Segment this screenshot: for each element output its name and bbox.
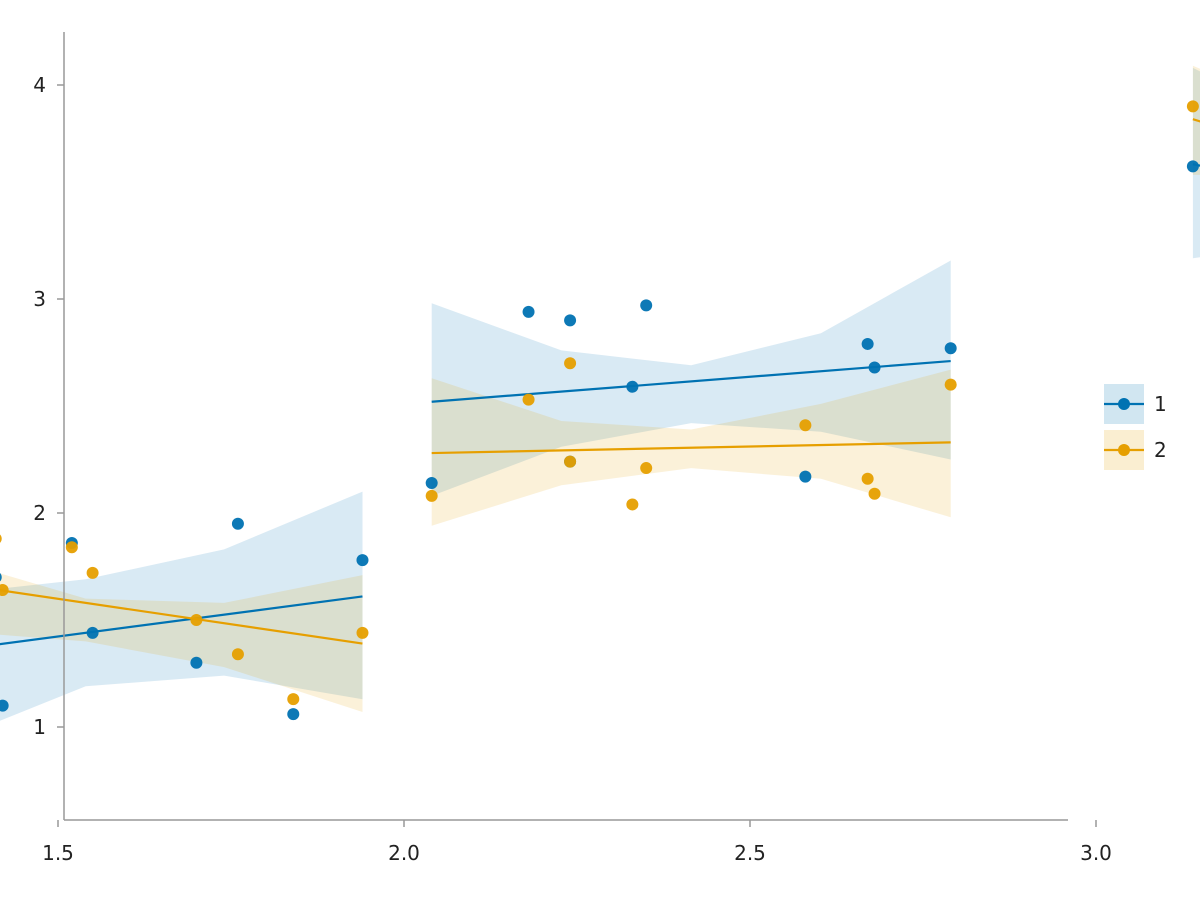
- x-tick-label: 1.5: [42, 841, 74, 865]
- legend-label: 1: [1154, 392, 1167, 416]
- data-point-series-1: [0, 699, 9, 712]
- data-point-series-1: [1186, 160, 1199, 173]
- data-point-series-2: [564, 357, 577, 370]
- data-point-series-2: [564, 455, 577, 468]
- fit-lines-layer: [0, 118, 1200, 646]
- y-tick-label: 2: [33, 501, 46, 525]
- legend-marker: [1118, 444, 1130, 456]
- data-point-series-1: [944, 342, 957, 355]
- data-point-series-1: [425, 477, 438, 490]
- x-tick-label: 2.5: [734, 841, 766, 865]
- fit-line-series-2-group-2: [431, 441, 951, 455]
- y-tick-label: 3: [33, 287, 46, 311]
- legend-item-1: 1: [1104, 384, 1167, 424]
- fit-line-series-1-group-2: [431, 359, 951, 403]
- points-layer: [0, 100, 1199, 721]
- data-point-series-2: [0, 534, 2, 543]
- data-point-series-2: [799, 419, 812, 432]
- data-point-series-2: [861, 472, 874, 485]
- data-point-series-2: [287, 693, 300, 706]
- x-tick-label: 2.0: [388, 841, 420, 865]
- data-point-series-1: [799, 470, 812, 483]
- data-point-series-2: [190, 614, 203, 626]
- data-point-series-2: [868, 487, 881, 500]
- data-point-series-1: [356, 554, 369, 567]
- data-point-series-1: [231, 517, 244, 530]
- data-point-series-2: [626, 498, 639, 511]
- x-tick-label: 3.0: [1080, 841, 1112, 865]
- data-point-series-2: [86, 566, 99, 579]
- legend-marker: [1118, 398, 1130, 410]
- data-point-series-1: [861, 337, 874, 350]
- data-point-series-2: [522, 393, 535, 406]
- data-point-series-2: [65, 541, 78, 554]
- ticks-layer: 1.52.02.53.03.51234: [33, 73, 1112, 865]
- data-point-series-2: [425, 489, 438, 502]
- data-point-series-2: [356, 626, 369, 639]
- confidence-band-series-1-group-1: [0, 491, 363, 721]
- data-point-series-1: [868, 361, 881, 374]
- data-point-series-2: [1186, 100, 1199, 113]
- fit-line-series-2-group-1: [0, 589, 363, 645]
- data-point-series-1: [86, 626, 99, 639]
- legend-item-2: 2: [1104, 430, 1167, 470]
- data-point-series-1: [0, 572, 2, 582]
- data-point-series-1: [564, 314, 577, 327]
- fit-line-series-1-group-1: [0, 595, 363, 646]
- data-point-series-2: [0, 584, 9, 597]
- bands-layer: [0, 65, 1200, 721]
- data-point-series-2: [944, 378, 957, 391]
- data-point-series-2: [640, 462, 653, 475]
- legend-label: 2: [1154, 438, 1167, 462]
- data-point-series-1: [626, 380, 639, 393]
- y-tick-label: 1: [33, 715, 46, 739]
- data-point-series-1: [640, 299, 653, 312]
- legend: 12: [1104, 384, 1167, 470]
- axes-layer: [63, 32, 1068, 821]
- data-point-series-1: [522, 305, 535, 318]
- data-point-series-1: [287, 708, 300, 721]
- data-point-series-1: [190, 656, 203, 669]
- confidence-band-series-1-group-2: [431, 260, 951, 496]
- y-tick-label: 4: [33, 73, 46, 97]
- data-point-series-2: [231, 648, 244, 661]
